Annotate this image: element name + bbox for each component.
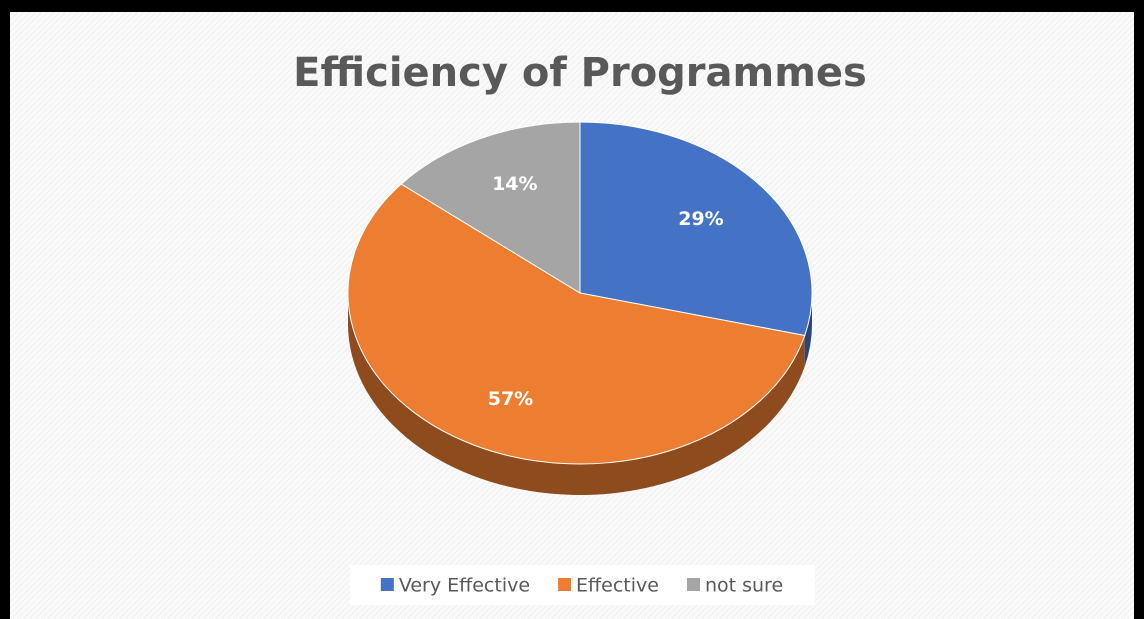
pie: 29% 57% 14% xyxy=(347,121,813,495)
slice-side xyxy=(804,293,812,367)
legend-box xyxy=(350,565,815,605)
legend: Very Effective Effective not sure xyxy=(380,575,783,597)
data-label: 14% xyxy=(492,173,537,195)
slice xyxy=(579,121,813,337)
data-label: 29% xyxy=(678,208,723,230)
slice xyxy=(347,183,806,465)
chart-title: Efficiency of Programmes xyxy=(293,50,867,96)
legend-swatch xyxy=(686,578,700,591)
legend-swatch xyxy=(558,578,572,591)
legend-swatch xyxy=(380,578,394,591)
data-label: 57% xyxy=(488,388,533,410)
legend-label: not sure xyxy=(705,575,783,597)
legend-label: Effective xyxy=(576,575,659,597)
slice-side xyxy=(348,293,805,495)
legend-label: Very Effective xyxy=(399,575,530,597)
slice xyxy=(400,121,581,294)
